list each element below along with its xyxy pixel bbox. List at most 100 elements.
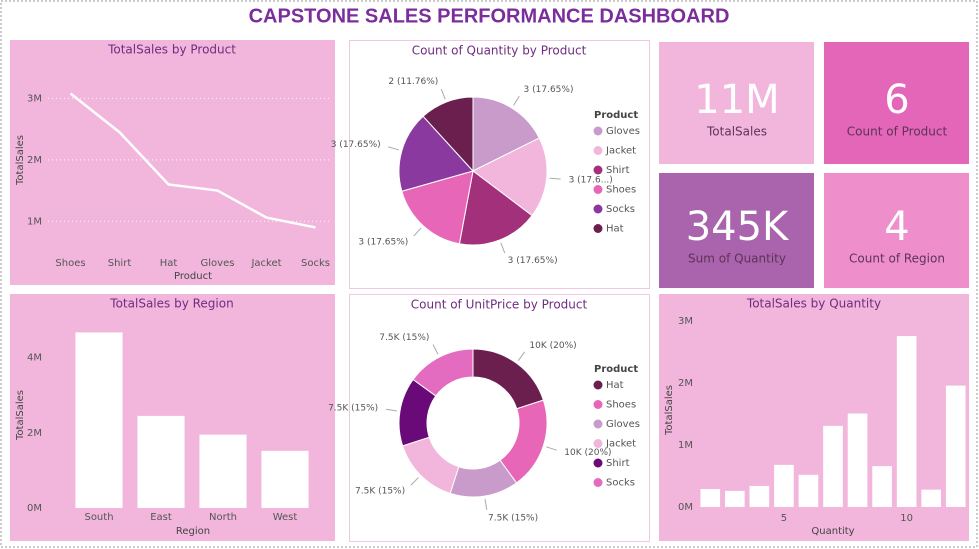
bar xyxy=(945,385,966,507)
bar xyxy=(872,466,892,507)
leader-line xyxy=(484,498,488,510)
leader-line xyxy=(517,351,526,361)
card xyxy=(659,173,814,288)
card-value: 345K xyxy=(686,204,790,250)
card xyxy=(659,42,814,164)
card-value: 4 xyxy=(884,204,909,250)
legend-label: Gloves xyxy=(606,419,640,430)
chart-title: TotalSales by Product xyxy=(107,43,236,57)
card-label: Sum of Quantity xyxy=(688,252,786,266)
x-axis-label: Region xyxy=(176,526,210,537)
bar xyxy=(896,336,917,507)
legend-label: Hat xyxy=(606,380,624,391)
slice xyxy=(472,137,548,217)
legend-swatch xyxy=(593,126,603,136)
bar xyxy=(75,332,123,508)
slice xyxy=(398,115,474,192)
legend-label: Socks xyxy=(606,204,635,215)
bar xyxy=(700,489,721,507)
y-tick-label: 2M xyxy=(678,378,693,389)
y-tick-label: 1M xyxy=(678,440,693,451)
slice xyxy=(458,170,533,246)
data-label: 3 (17.65%) xyxy=(358,237,408,247)
legend-swatch xyxy=(593,439,603,448)
x-axis-label: Quantity xyxy=(811,526,854,537)
x-tick-label: Shirt xyxy=(108,258,132,269)
slice xyxy=(401,170,474,245)
leader-line xyxy=(388,146,400,151)
leader-line xyxy=(432,344,439,355)
x-tick-label: Jacket xyxy=(250,258,281,269)
legend-label: Shirt xyxy=(606,458,630,469)
bar xyxy=(921,489,941,507)
x-tick-label: 10 xyxy=(900,513,913,524)
y-axis-label: TotalSales xyxy=(15,390,26,441)
card-label: Count of Region xyxy=(849,252,945,266)
y-tick-label: 3M xyxy=(678,316,693,327)
y-tick-label: 0M xyxy=(27,503,42,514)
y-tick-label: 4M xyxy=(27,353,42,364)
panel xyxy=(10,40,335,285)
x-tick-label: Shoes xyxy=(55,258,85,269)
bar xyxy=(725,490,745,507)
data-label: 7.5K (15%) xyxy=(488,513,538,523)
data-label: 7.5K (15%) xyxy=(379,333,429,343)
data-label: 7.5K (15%) xyxy=(328,403,378,413)
y-tick-label: 0M xyxy=(678,502,693,513)
leader-line xyxy=(549,177,561,180)
legend-label: Jacket xyxy=(605,439,636,450)
bar xyxy=(261,450,309,508)
card-value: 11M xyxy=(694,77,779,123)
legend-swatch xyxy=(593,185,603,194)
leader-line xyxy=(513,95,520,106)
x-tick-label: South xyxy=(84,512,113,523)
leader-line xyxy=(386,408,398,412)
card-label: Count of Product xyxy=(847,125,948,139)
chart-title: TotalSales by Quantity xyxy=(746,297,881,311)
legend-title: Product xyxy=(594,364,638,375)
bar xyxy=(199,434,247,508)
panel xyxy=(349,294,650,542)
slice xyxy=(422,96,474,173)
leader-line xyxy=(546,446,557,451)
bar xyxy=(847,413,868,507)
y-tick-label: 1M xyxy=(27,216,42,227)
x-tick-label: Gloves xyxy=(201,258,235,269)
y-tick-label: 2M xyxy=(27,155,42,166)
x-tick-label: 5 xyxy=(781,513,787,524)
line xyxy=(69,92,316,229)
card xyxy=(824,42,969,164)
legend-swatch xyxy=(593,146,603,155)
legend-swatch xyxy=(593,165,603,175)
x-axis-label: Product xyxy=(174,271,212,282)
bar xyxy=(137,415,185,508)
chart-title: TotalSales by Region xyxy=(109,297,233,311)
leader-line xyxy=(500,242,506,254)
x-tick-label: Socks xyxy=(301,258,330,269)
bar xyxy=(823,425,843,507)
legend-swatch xyxy=(593,478,603,487)
leader-line xyxy=(410,477,419,486)
y-axis-label: TotalSales xyxy=(664,385,675,436)
slice xyxy=(412,348,474,397)
bar xyxy=(798,474,819,507)
legend-label: Jacket xyxy=(605,146,636,157)
data-label: 3 (17.65%) xyxy=(331,140,381,150)
chart-title: Count of Quantity by Product xyxy=(412,44,587,58)
data-label: 3 (17.6...) xyxy=(569,175,613,185)
x-tick-label: East xyxy=(150,512,172,523)
legend-label: Gloves xyxy=(606,126,640,137)
data-label: 3 (17.65%) xyxy=(524,85,574,95)
legend-label: Shoes xyxy=(606,185,636,196)
card-label: TotalSales xyxy=(706,125,767,139)
data-label: 10K (20%) xyxy=(529,341,576,351)
legend-label: Socks xyxy=(606,478,635,489)
leader-line xyxy=(413,227,422,237)
legend-label: Shoes xyxy=(606,400,636,411)
legend-swatch xyxy=(593,380,603,390)
x-tick-label: North xyxy=(209,512,237,523)
legend-swatch xyxy=(593,419,603,429)
chart-title: Count of UnitPrice by Product xyxy=(411,298,588,312)
